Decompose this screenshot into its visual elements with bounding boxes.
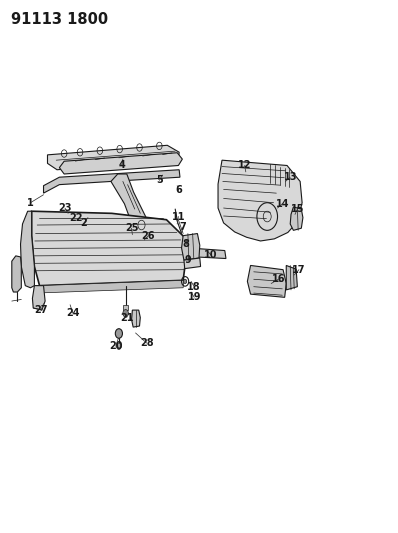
Text: 10: 10 [204,250,218,260]
Polygon shape [31,211,186,286]
Text: 18: 18 [187,282,201,292]
Polygon shape [286,265,297,290]
Text: 5: 5 [156,175,163,185]
Polygon shape [12,256,21,292]
Polygon shape [59,153,182,174]
Text: 19: 19 [187,292,201,302]
Text: 23: 23 [58,203,72,213]
Circle shape [115,329,123,338]
Polygon shape [35,280,184,293]
Text: 20: 20 [109,341,123,351]
Text: 13: 13 [283,172,297,182]
Text: 8: 8 [183,239,190,249]
Polygon shape [21,211,34,288]
Text: 11: 11 [172,212,185,222]
Text: 22: 22 [69,213,83,223]
Polygon shape [132,310,140,327]
Text: 28: 28 [140,338,154,348]
Text: 26: 26 [141,231,155,241]
Polygon shape [195,248,226,259]
Text: 25: 25 [125,223,139,233]
Polygon shape [248,265,286,297]
Text: 27: 27 [34,305,48,315]
Polygon shape [181,233,200,260]
Text: 12: 12 [238,160,252,171]
Text: 24: 24 [66,308,80,318]
Polygon shape [123,305,129,310]
Polygon shape [184,258,201,269]
Circle shape [117,343,121,350]
Polygon shape [47,146,179,169]
Text: 16: 16 [271,274,285,284]
Polygon shape [111,174,149,232]
Text: 2: 2 [81,218,87,228]
Polygon shape [32,286,45,310]
Circle shape [183,279,187,284]
Text: 21: 21 [120,312,134,322]
Polygon shape [290,207,303,230]
Text: 17: 17 [292,265,306,274]
Text: 1: 1 [27,198,34,208]
Text: 7: 7 [180,222,187,232]
Text: 14: 14 [275,199,289,209]
Text: 9: 9 [185,255,191,265]
Text: 6: 6 [175,185,182,196]
Polygon shape [218,160,302,241]
Polygon shape [43,169,180,193]
Text: 15: 15 [291,204,304,214]
Text: 4: 4 [118,160,125,171]
Text: 91113 1800: 91113 1800 [11,12,108,27]
Circle shape [123,310,129,317]
